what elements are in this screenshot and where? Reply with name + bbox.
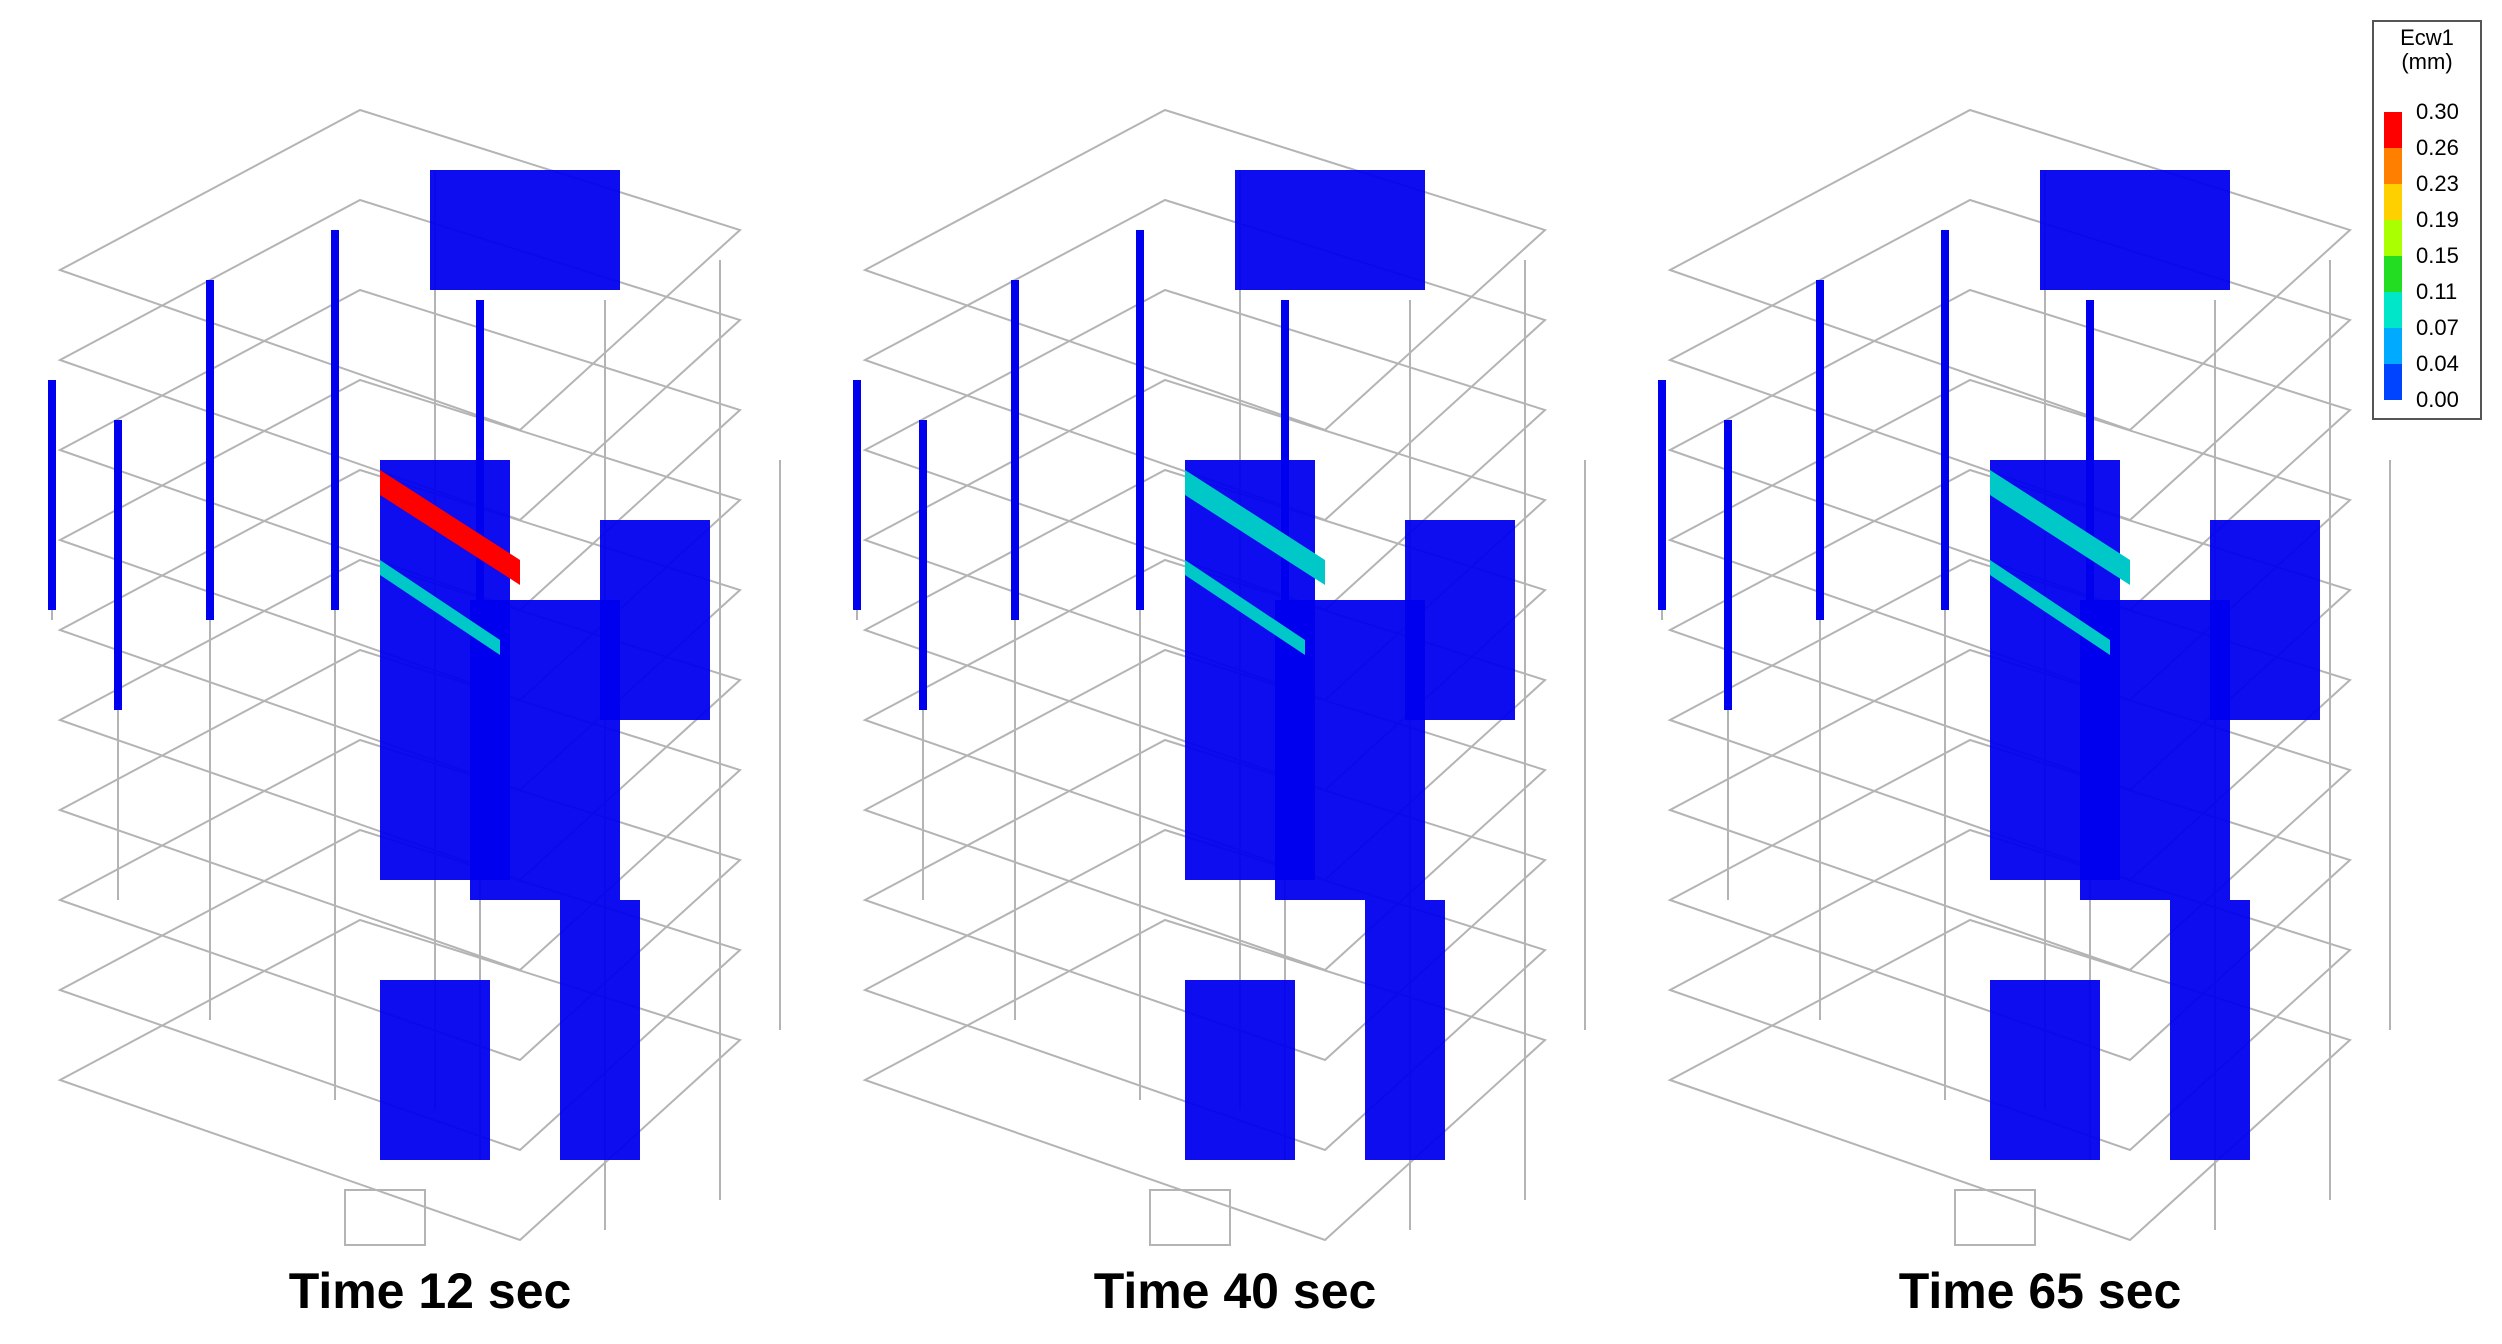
column-crack-strip xyxy=(2086,300,2094,640)
column-crack-strip xyxy=(114,420,122,710)
legend-swatch xyxy=(2384,184,2402,220)
legend-tick-label: 0.19 xyxy=(2416,207,2459,232)
legend-tick-label: 0.26 xyxy=(2416,135,2459,160)
legend-swatch xyxy=(2384,364,2402,400)
floor-slab-outline xyxy=(1667,828,2352,1152)
caption-time-12: Time 12 sec xyxy=(288,1263,572,1319)
column-crack-strip xyxy=(331,230,339,610)
floor-slab-outline xyxy=(57,468,742,792)
crack-zone xyxy=(2210,520,2320,720)
column-crack-strip xyxy=(48,380,56,610)
column-crack-strip xyxy=(919,420,927,710)
floor-slab-outline xyxy=(862,378,1547,702)
floor-slab-outline xyxy=(1667,558,2352,882)
crack-band-mid xyxy=(1990,560,2110,655)
crack-band-high xyxy=(1990,470,2130,585)
crack-zone xyxy=(380,980,490,1160)
floor-slab-outline xyxy=(57,648,742,972)
column-crack-strip xyxy=(853,380,861,610)
floor-slab-outline xyxy=(1667,648,2352,972)
floor-slab-outline xyxy=(862,828,1547,1152)
crack-zone xyxy=(560,900,640,1160)
crack-zone xyxy=(1405,520,1515,720)
column-crack-strip xyxy=(1658,380,1666,610)
caption-time-65: Time 65 sec xyxy=(1898,1263,2182,1319)
caption-time-40: Time 40 sec xyxy=(1093,1263,1377,1319)
floor-slab-outline xyxy=(862,738,1547,1062)
column-crack-strip xyxy=(1136,230,1144,610)
floor-slab-outline xyxy=(862,288,1547,612)
floor-slab-outline xyxy=(57,198,742,522)
crack-zone xyxy=(2170,900,2250,1160)
crack-band-high xyxy=(1185,470,1325,585)
column-crack-strip xyxy=(206,280,214,620)
building-panel xyxy=(853,108,1586,1246)
crack-band-mid xyxy=(1185,560,1305,655)
color-legend: Ecw1 (mm) 0.30 0.26 0.23 0.19 0.15 0.11 0.07 0.… xyxy=(2372,20,2482,420)
floor-slab-outline xyxy=(1667,288,2352,612)
legend-tick-label: 0.00 xyxy=(2416,387,2459,412)
legend-swatch xyxy=(2384,256,2402,292)
crack-zone xyxy=(2040,170,2230,290)
floor-slab-outline xyxy=(1667,468,2352,792)
floor-slab-outline xyxy=(862,108,1547,432)
floor-slab-outline xyxy=(862,198,1547,522)
legend-tick-label: 0.07 xyxy=(2416,315,2459,340)
column-crack-strip xyxy=(1724,420,1732,710)
crack-zone xyxy=(430,170,620,290)
floor-slab-outline xyxy=(862,918,1547,1242)
floor-slab-outline xyxy=(57,288,742,612)
floor-slab-outline xyxy=(1667,198,2352,522)
legend-swatch xyxy=(2384,328,2402,364)
floor-slab-outline xyxy=(1667,918,2352,1242)
base-cube-outline xyxy=(1149,1189,1231,1246)
floor-slab-outline xyxy=(862,468,1547,792)
floor-slab-outline xyxy=(57,918,742,1242)
legend-tick-label: 0.04 xyxy=(2416,351,2459,376)
column-crack-strip xyxy=(1941,230,1949,610)
floor-slab-outline xyxy=(57,108,742,432)
building-panel xyxy=(1658,108,2391,1246)
legend-swatch xyxy=(2384,148,2402,184)
building-panel xyxy=(48,108,781,1246)
floor-slab-outline xyxy=(57,378,742,702)
crack-zone xyxy=(1365,900,1445,1160)
crack-zone xyxy=(1235,170,1425,290)
legend-title: Ecw1 (mm) xyxy=(2374,26,2480,74)
floor-slab-outline xyxy=(57,738,742,1062)
legend-title-quantity: Ecw1 xyxy=(2400,25,2454,50)
floor-slab-outline xyxy=(1667,108,2352,432)
base-cube-outline xyxy=(1954,1189,2036,1246)
column-crack-strip xyxy=(1011,280,1019,620)
legend-tick-label: 0.30 xyxy=(2416,99,2459,124)
floor-slab-outline xyxy=(57,828,742,1152)
legend-tick-label: 0.11 xyxy=(2416,279,2458,304)
base-cube-outline xyxy=(344,1189,426,1246)
crack-zone xyxy=(1990,980,2100,1160)
floor-slab-outline xyxy=(862,558,1547,882)
legend-title-unit: (mm) xyxy=(2401,49,2453,74)
floor-slab-outline xyxy=(1667,738,2352,1062)
legend-tick-label: 0.23 xyxy=(2416,171,2459,196)
legend-tick-label: 0.15 xyxy=(2416,243,2459,268)
crack-band-mid xyxy=(380,560,500,655)
column-crack-strip xyxy=(476,300,484,640)
legend-swatch xyxy=(2384,220,2402,256)
crack-band-high xyxy=(380,470,520,585)
legend-swatch xyxy=(2384,112,2402,148)
crack-zone xyxy=(1185,980,1295,1160)
column-crack-strip xyxy=(1281,300,1289,640)
column-crack-strip xyxy=(1816,280,1824,620)
floor-slab-outline xyxy=(1667,378,2352,702)
floor-slab-outline xyxy=(57,558,742,882)
legend-swatch xyxy=(2384,292,2402,328)
crack-zone xyxy=(600,520,710,720)
floor-slab-outline xyxy=(862,648,1547,972)
